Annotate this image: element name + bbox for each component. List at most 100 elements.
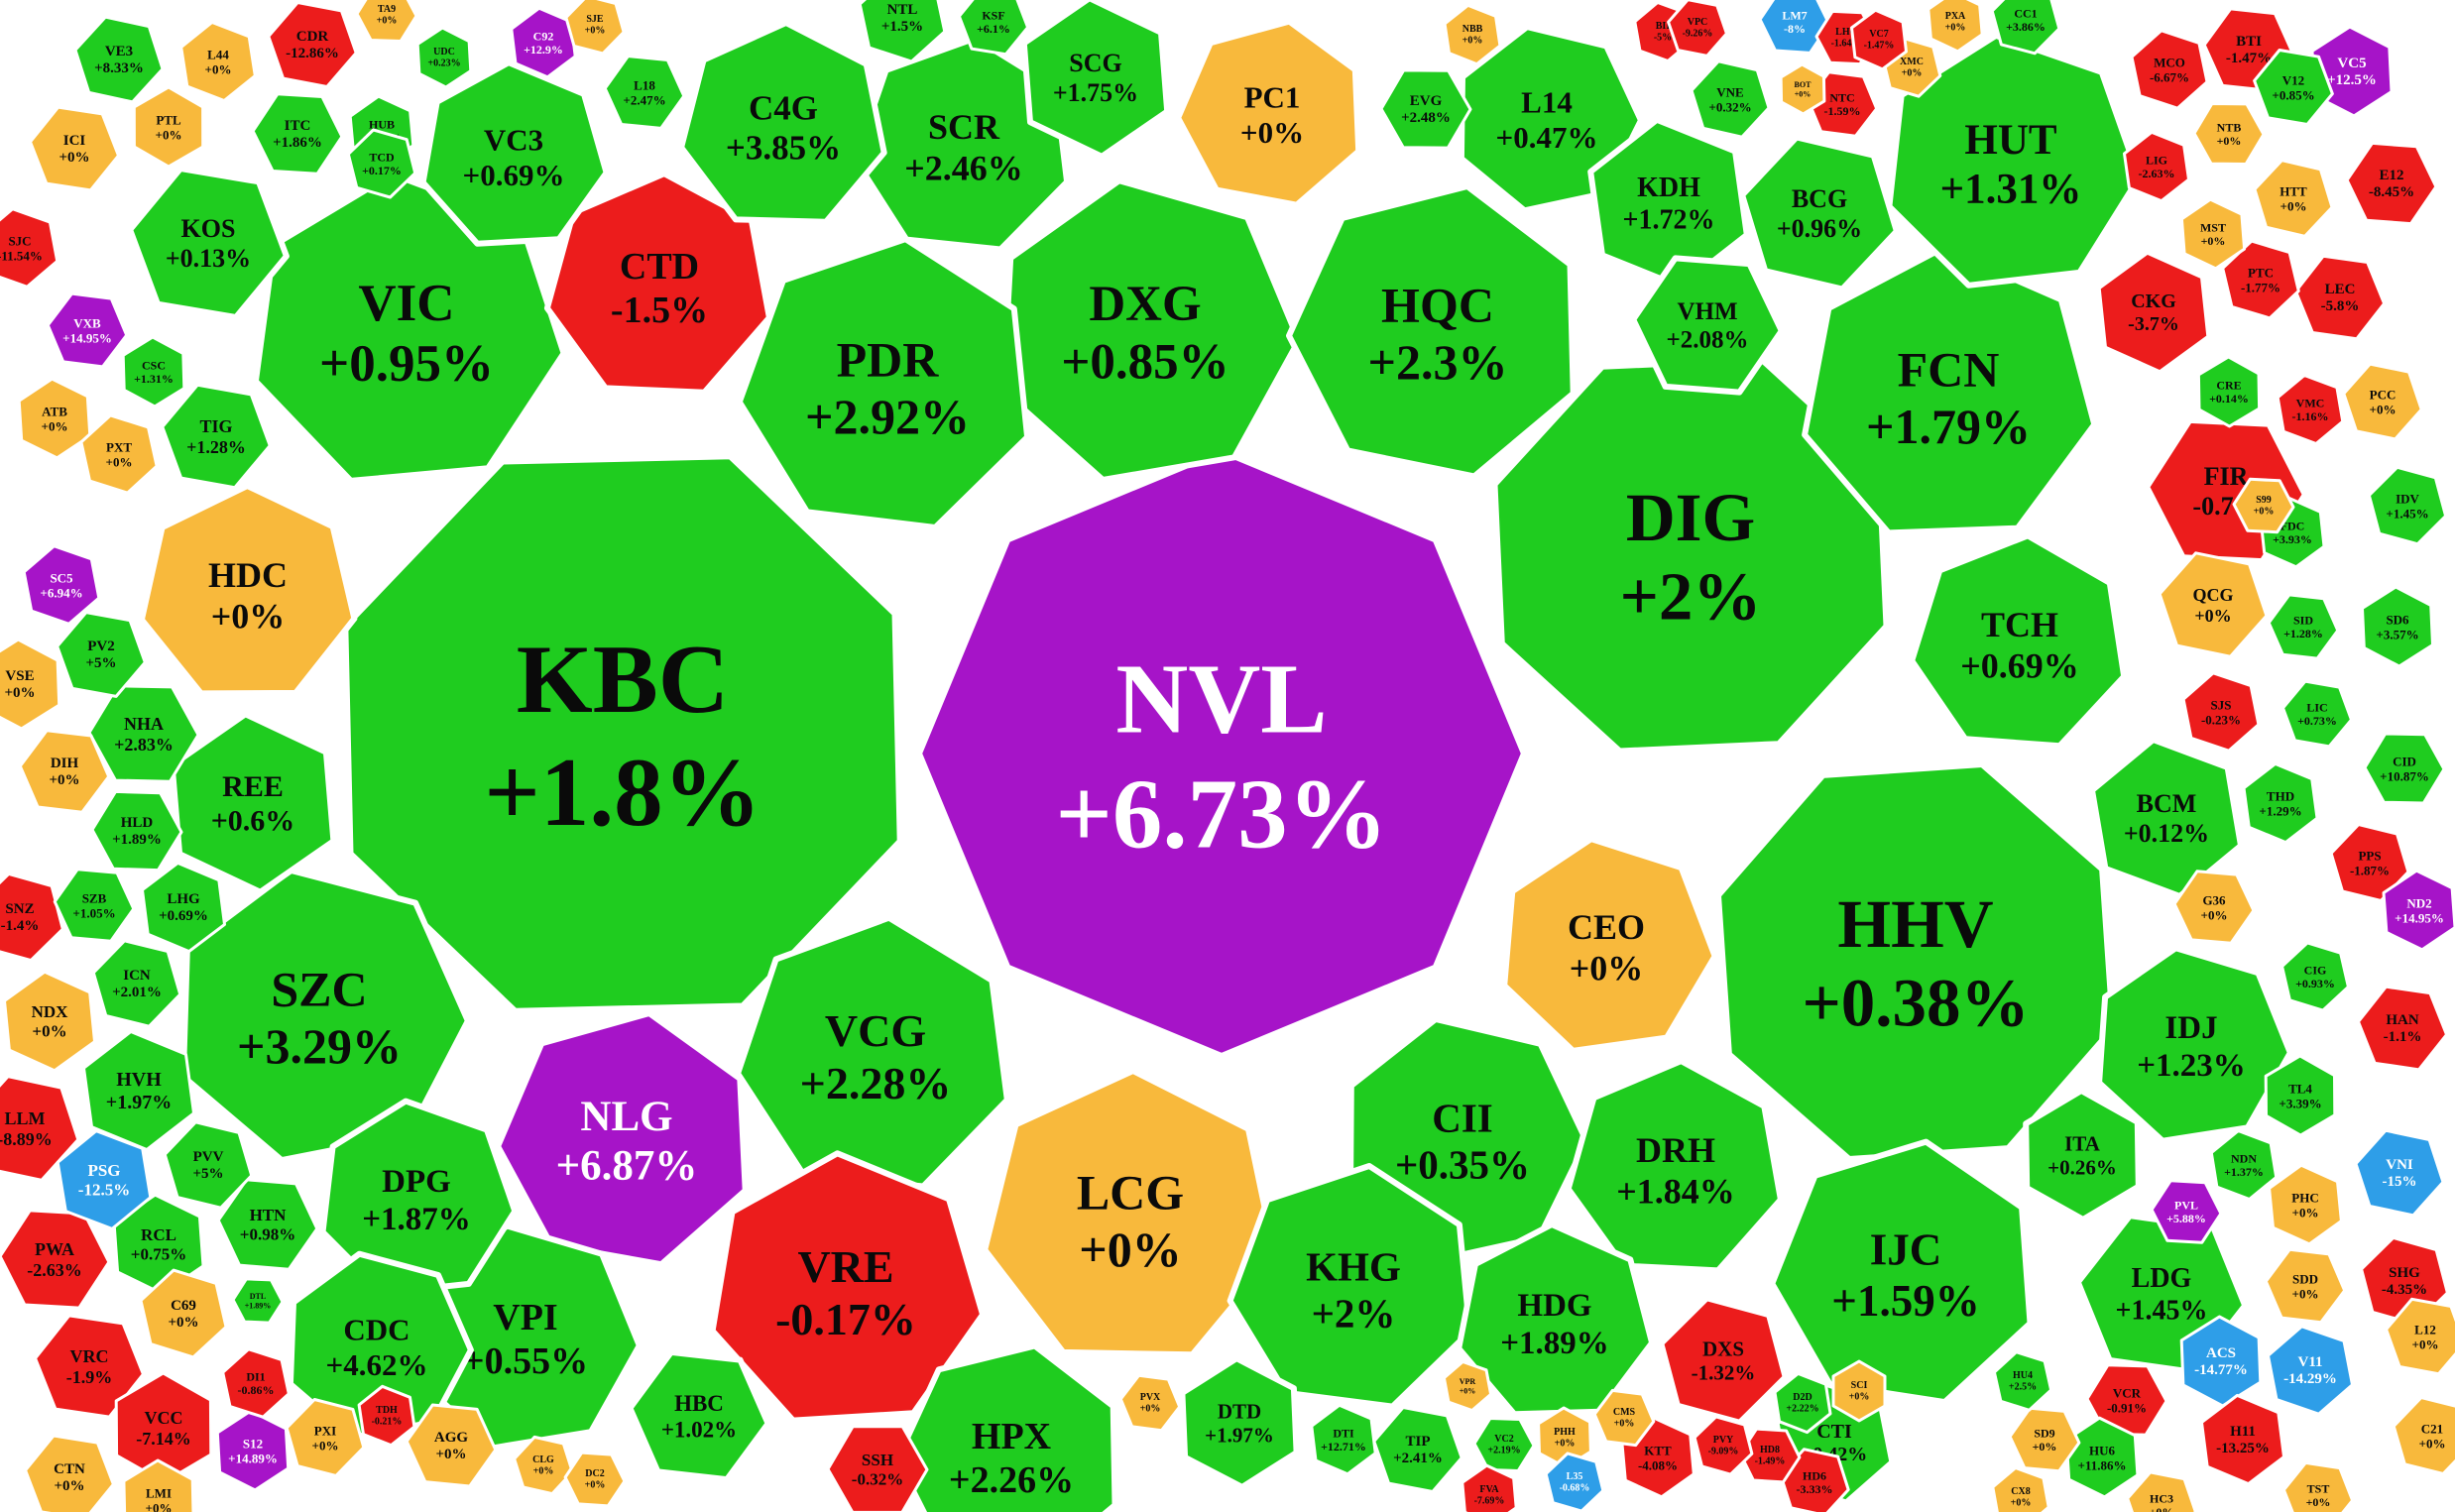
cell-ndx[interactable]: NDX+0%: [3, 970, 96, 1073]
cell-s99[interactable]: S99+0%: [2232, 477, 2295, 534]
cell-phc[interactable]: PHC+0%: [2268, 1163, 2343, 1246]
cell-hdc[interactable]: HDC+0%: [138, 483, 358, 697]
cell-dc2[interactable]: DC2+0%: [563, 1451, 627, 1508]
cell-vcr[interactable]: VCR-0.91%: [2085, 1363, 2168, 1437]
cell-scg[interactable]: SCG+1.75%: [1020, 0, 1171, 160]
cell-han[interactable]: HAN-1.1%: [2357, 985, 2448, 1072]
cell-cig[interactable]: CIG+0.93%: [2280, 941, 2350, 1012]
cell-atb[interactable]: ATB+0%: [17, 377, 92, 460]
cell-sjs[interactable]: SJS-0.23%: [2181, 671, 2261, 753]
cell-dpg[interactable]: DPG+1.87%: [319, 1098, 519, 1297]
cell-l18[interactable]: L18+2.47%: [603, 55, 686, 130]
cell-pdr[interactable]: PDR+2.92%: [736, 236, 1031, 530]
cell-mco[interactable]: MCO-6.67%: [2130, 29, 2209, 110]
cell-lec[interactable]: LEC-5.8%: [2293, 254, 2387, 341]
cell-qcg[interactable]: QCG+0%: [2158, 551, 2269, 658]
cell-szb[interactable]: SZB+1.05%: [53, 868, 136, 943]
cell-ceo[interactable]: CEO+0%: [1501, 836, 1718, 1054]
cell-tcd[interactable]: TCD+0.17%: [346, 128, 417, 199]
cell-hhv[interactable]: HHV+0.38%: [1715, 761, 2116, 1162]
cell-ita[interactable]: ITA+0.26%: [2023, 1088, 2142, 1222]
cell-l35[interactable]: L35-0.68%: [1544, 1452, 1605, 1512]
cell-hld[interactable]: HLD+1.89%: [90, 789, 183, 872]
cell-lhg[interactable]: LHG+0.69%: [141, 861, 226, 954]
cell-ptl[interactable]: PTL+0%: [132, 85, 205, 169]
cell-pcc[interactable]: PCC+0%: [2342, 362, 2423, 441]
cell-kos[interactable]: KOS+0.13%: [127, 166, 290, 320]
cell-mst[interactable]: MST+0%: [2179, 197, 2247, 271]
cell-udc[interactable]: UDC+0.23%: [415, 26, 473, 89]
cell-dtl[interactable]: DTL+1.89%: [231, 1277, 285, 1325]
cell-csc[interactable]: CSC+1.31%: [121, 335, 186, 408]
cell-tig[interactable]: TIG+1.28%: [161, 383, 272, 490]
cell-vic[interactable]: VIC+0.95%: [252, 171, 567, 484]
cell-htn[interactable]: HTN+0.98%: [216, 1178, 319, 1271]
cell-pxt[interactable]: PXT+0%: [79, 413, 159, 495]
cell-hqc[interactable]: HQC+2.3%: [1286, 183, 1577, 480]
cell-ntl[interactable]: NTL+1.5%: [858, 0, 947, 63]
cell-hu6[interactable]: HU6+11.86%: [2064, 1416, 2140, 1499]
cell-vne[interactable]: VNE+0.32%: [1690, 59, 1771, 139]
cell-itc[interactable]: ITC+1.86%: [251, 92, 344, 175]
cell-hvh[interactable]: HVH+1.97%: [82, 1030, 195, 1151]
cell-vmc[interactable]: VMC-1.16%: [2276, 374, 2345, 445]
cell-vpr[interactable]: VPR+0%: [1442, 1359, 1493, 1413]
cell-c21[interactable]: C21+0%: [2392, 1396, 2455, 1475]
cell-vhm[interactable]: VHM+2.08%: [1630, 255, 1785, 396]
cell-vxb[interactable]: VXB+14.95%: [46, 291, 129, 369]
cell-l44[interactable]: L44+0%: [179, 21, 257, 102]
cell-s12[interactable]: S12+14.89%: [215, 1409, 291, 1492]
cell-tch[interactable]: TCH+0.69%: [1909, 532, 2128, 750]
cell-cms[interactable]: CMS+0%: [1592, 1388, 1656, 1448]
cell-ndn[interactable]: NDN+1.37%: [2209, 1129, 2279, 1201]
cell-szc[interactable]: SZC+3.29%: [179, 867, 471, 1164]
cell-lmi[interactable]: LMI+0%: [122, 1458, 195, 1512]
cell-pvy[interactable]: PVY-9.09%: [1693, 1415, 1754, 1476]
cell-vc2[interactable]: VC2+2.19%: [1472, 1417, 1536, 1472]
cell-khg[interactable]: KHG+2%: [1227, 1163, 1473, 1410]
cell-bot[interactable]: BOT+0%: [1779, 62, 1826, 116]
cell-tst[interactable]: TST+0%: [2281, 1460, 2355, 1512]
cell-agg[interactable]: AGG+0%: [405, 1403, 498, 1488]
cell-idj[interactable]: IDJ+1.23%: [2096, 945, 2293, 1144]
cell-sd6[interactable]: SD6+3.57%: [2361, 585, 2434, 668]
cell-tdh[interactable]: TDH-0.21%: [357, 1384, 416, 1448]
cell-dxg[interactable]: DXG+0.85%: [999, 177, 1302, 483]
cell-llm[interactable]: LLM-8.89%: [0, 1075, 80, 1182]
cell-pvv[interactable]: PVV+5%: [163, 1120, 254, 1210]
cell-nbb[interactable]: NBB+0%: [1443, 3, 1502, 66]
cell-pxa[interactable]: PXA+0%: [1927, 0, 1984, 54]
cell-sjc[interactable]: SJC-11.54%: [0, 207, 59, 289]
cell-hdg[interactable]: HDG+1.89%: [1456, 1221, 1656, 1418]
cell-ici[interactable]: ICI+0%: [29, 105, 120, 192]
cell-hc3[interactable]: HC3+0%: [2126, 1470, 2197, 1512]
cell-acs[interactable]: ACS-14.77%: [2179, 1315, 2263, 1408]
cell-e12[interactable]: E12-8.45%: [2345, 141, 2438, 226]
cell-lm7[interactable]: LM7-8%: [1758, 0, 1831, 55]
cell-psg[interactable]: PSG-12.5%: [56, 1129, 153, 1230]
cell-evg[interactable]: EVG+2.48%: [1379, 68, 1472, 150]
cell-sje[interactable]: SJE+0%: [564, 0, 626, 56]
cell-c69[interactable]: C69+0%: [139, 1268, 228, 1359]
cell-pvl[interactable]: PVL+5.88%: [2150, 1179, 2223, 1244]
cell-ijc[interactable]: IJC+1.59%: [1769, 1138, 2034, 1406]
cell-d2d[interactable]: D2D+2.22%: [1773, 1371, 1832, 1435]
cell-pps[interactable]: PPS-1.87%: [2329, 823, 2410, 902]
cell-ve3[interactable]: VE3+8.33%: [73, 15, 165, 104]
cell-clg[interactable]: CLG+0%: [513, 1435, 574, 1496]
cell-vre[interactable]: VRE-0.17%: [709, 1150, 987, 1424]
cell-pc1[interactable]: PC1+0%: [1175, 18, 1362, 208]
cell-hbc[interactable]: HBC+1.02%: [627, 1348, 771, 1483]
cell-cre[interactable]: CRE+0.14%: [2196, 355, 2262, 428]
cell-thd[interactable]: THD+1.29%: [2242, 761, 2319, 845]
cell-c4g[interactable]: C4G+3.85%: [678, 20, 887, 225]
cell-fcn[interactable]: FCN+1.79%: [1802, 245, 2098, 536]
cell-di1[interactable]: DI1-0.86%: [221, 1347, 291, 1419]
cell-nvl[interactable]: NVL+6.73%: [916, 448, 1527, 1059]
cell-g36[interactable]: G36+0%: [2172, 870, 2256, 945]
cell-sd9[interactable]: SD9+0%: [2008, 1406, 2081, 1473]
cell-snz[interactable]: SNZ-1.4%: [0, 872, 64, 963]
cell-cid[interactable]: CID+10.87%: [2363, 732, 2446, 805]
cell-vpi[interactable]: VPI+0.55%: [416, 1222, 643, 1452]
cell-pxi[interactable]: PXI+0%: [285, 1398, 366, 1477]
